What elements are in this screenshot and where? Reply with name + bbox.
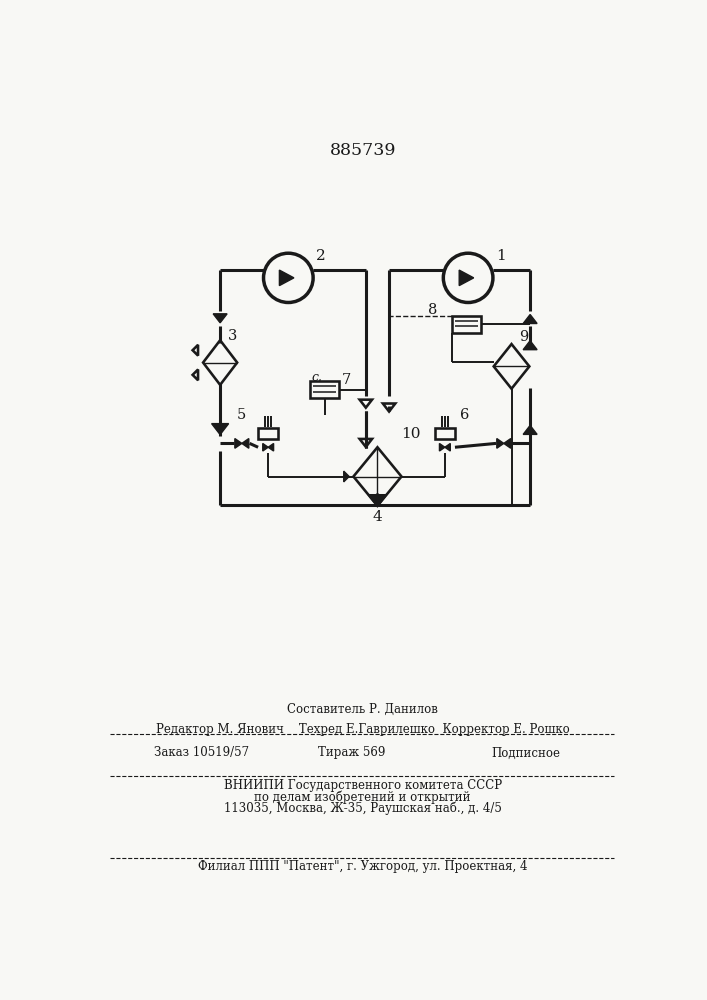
Text: 113035, Москва, Ж-35, Раушская наб., д. 4/5: 113035, Москва, Ж-35, Раушская наб., д. … bbox=[224, 802, 502, 815]
Bar bbox=[435, 428, 455, 439]
Polygon shape bbox=[211, 424, 228, 435]
Text: 5: 5 bbox=[237, 408, 247, 422]
Text: 4: 4 bbox=[373, 510, 382, 524]
Polygon shape bbox=[523, 315, 537, 324]
Text: 2: 2 bbox=[316, 249, 326, 263]
Text: 6: 6 bbox=[460, 408, 469, 422]
Text: Заказ 10519/57: Заказ 10519/57 bbox=[154, 746, 250, 759]
Text: 3: 3 bbox=[228, 329, 238, 343]
Text: 8: 8 bbox=[428, 303, 437, 317]
Text: Филиал ППП "Патент", г. Ужгород, ул. Проектная, 4: Филиал ППП "Патент", г. Ужгород, ул. Про… bbox=[198, 860, 527, 873]
Polygon shape bbox=[263, 443, 268, 451]
Text: ВНИИПИ Государственного комитета СССР: ВНИИПИ Государственного комитета СССР bbox=[223, 779, 502, 792]
Polygon shape bbox=[268, 443, 274, 451]
Text: 9: 9 bbox=[519, 330, 529, 344]
Polygon shape bbox=[523, 425, 537, 434]
Text: Тираж 569: Тираж 569 bbox=[318, 746, 385, 759]
Polygon shape bbox=[279, 270, 294, 286]
Polygon shape bbox=[445, 443, 450, 451]
Text: 10: 10 bbox=[401, 427, 420, 441]
Text: Редактор М. Янович    Техред Е.Гаврилешко  Корректор Е. Рошко: Редактор М. Янович Техред Е.Гаврилешко К… bbox=[156, 723, 570, 736]
Polygon shape bbox=[235, 439, 242, 448]
Polygon shape bbox=[242, 439, 249, 448]
Polygon shape bbox=[440, 443, 445, 451]
Bar bbox=[258, 428, 279, 439]
Text: с.: с. bbox=[312, 371, 322, 384]
Polygon shape bbox=[460, 270, 474, 286]
Text: 885739: 885739 bbox=[329, 142, 396, 159]
Text: 7: 7 bbox=[341, 373, 351, 387]
Polygon shape bbox=[497, 439, 504, 448]
Polygon shape bbox=[368, 495, 387, 507]
Text: Подписное: Подписное bbox=[492, 746, 561, 759]
Bar bbox=[310, 381, 339, 398]
Text: 1: 1 bbox=[496, 249, 506, 263]
Polygon shape bbox=[504, 439, 510, 448]
Text: по делам изобретений и открытий: по делам изобретений и открытий bbox=[255, 790, 471, 804]
Polygon shape bbox=[344, 471, 349, 482]
Polygon shape bbox=[213, 314, 227, 323]
Bar bbox=[452, 316, 481, 333]
Polygon shape bbox=[523, 341, 537, 350]
Text: Составитель Р. Данилов: Составитель Р. Данилов bbox=[287, 703, 438, 716]
